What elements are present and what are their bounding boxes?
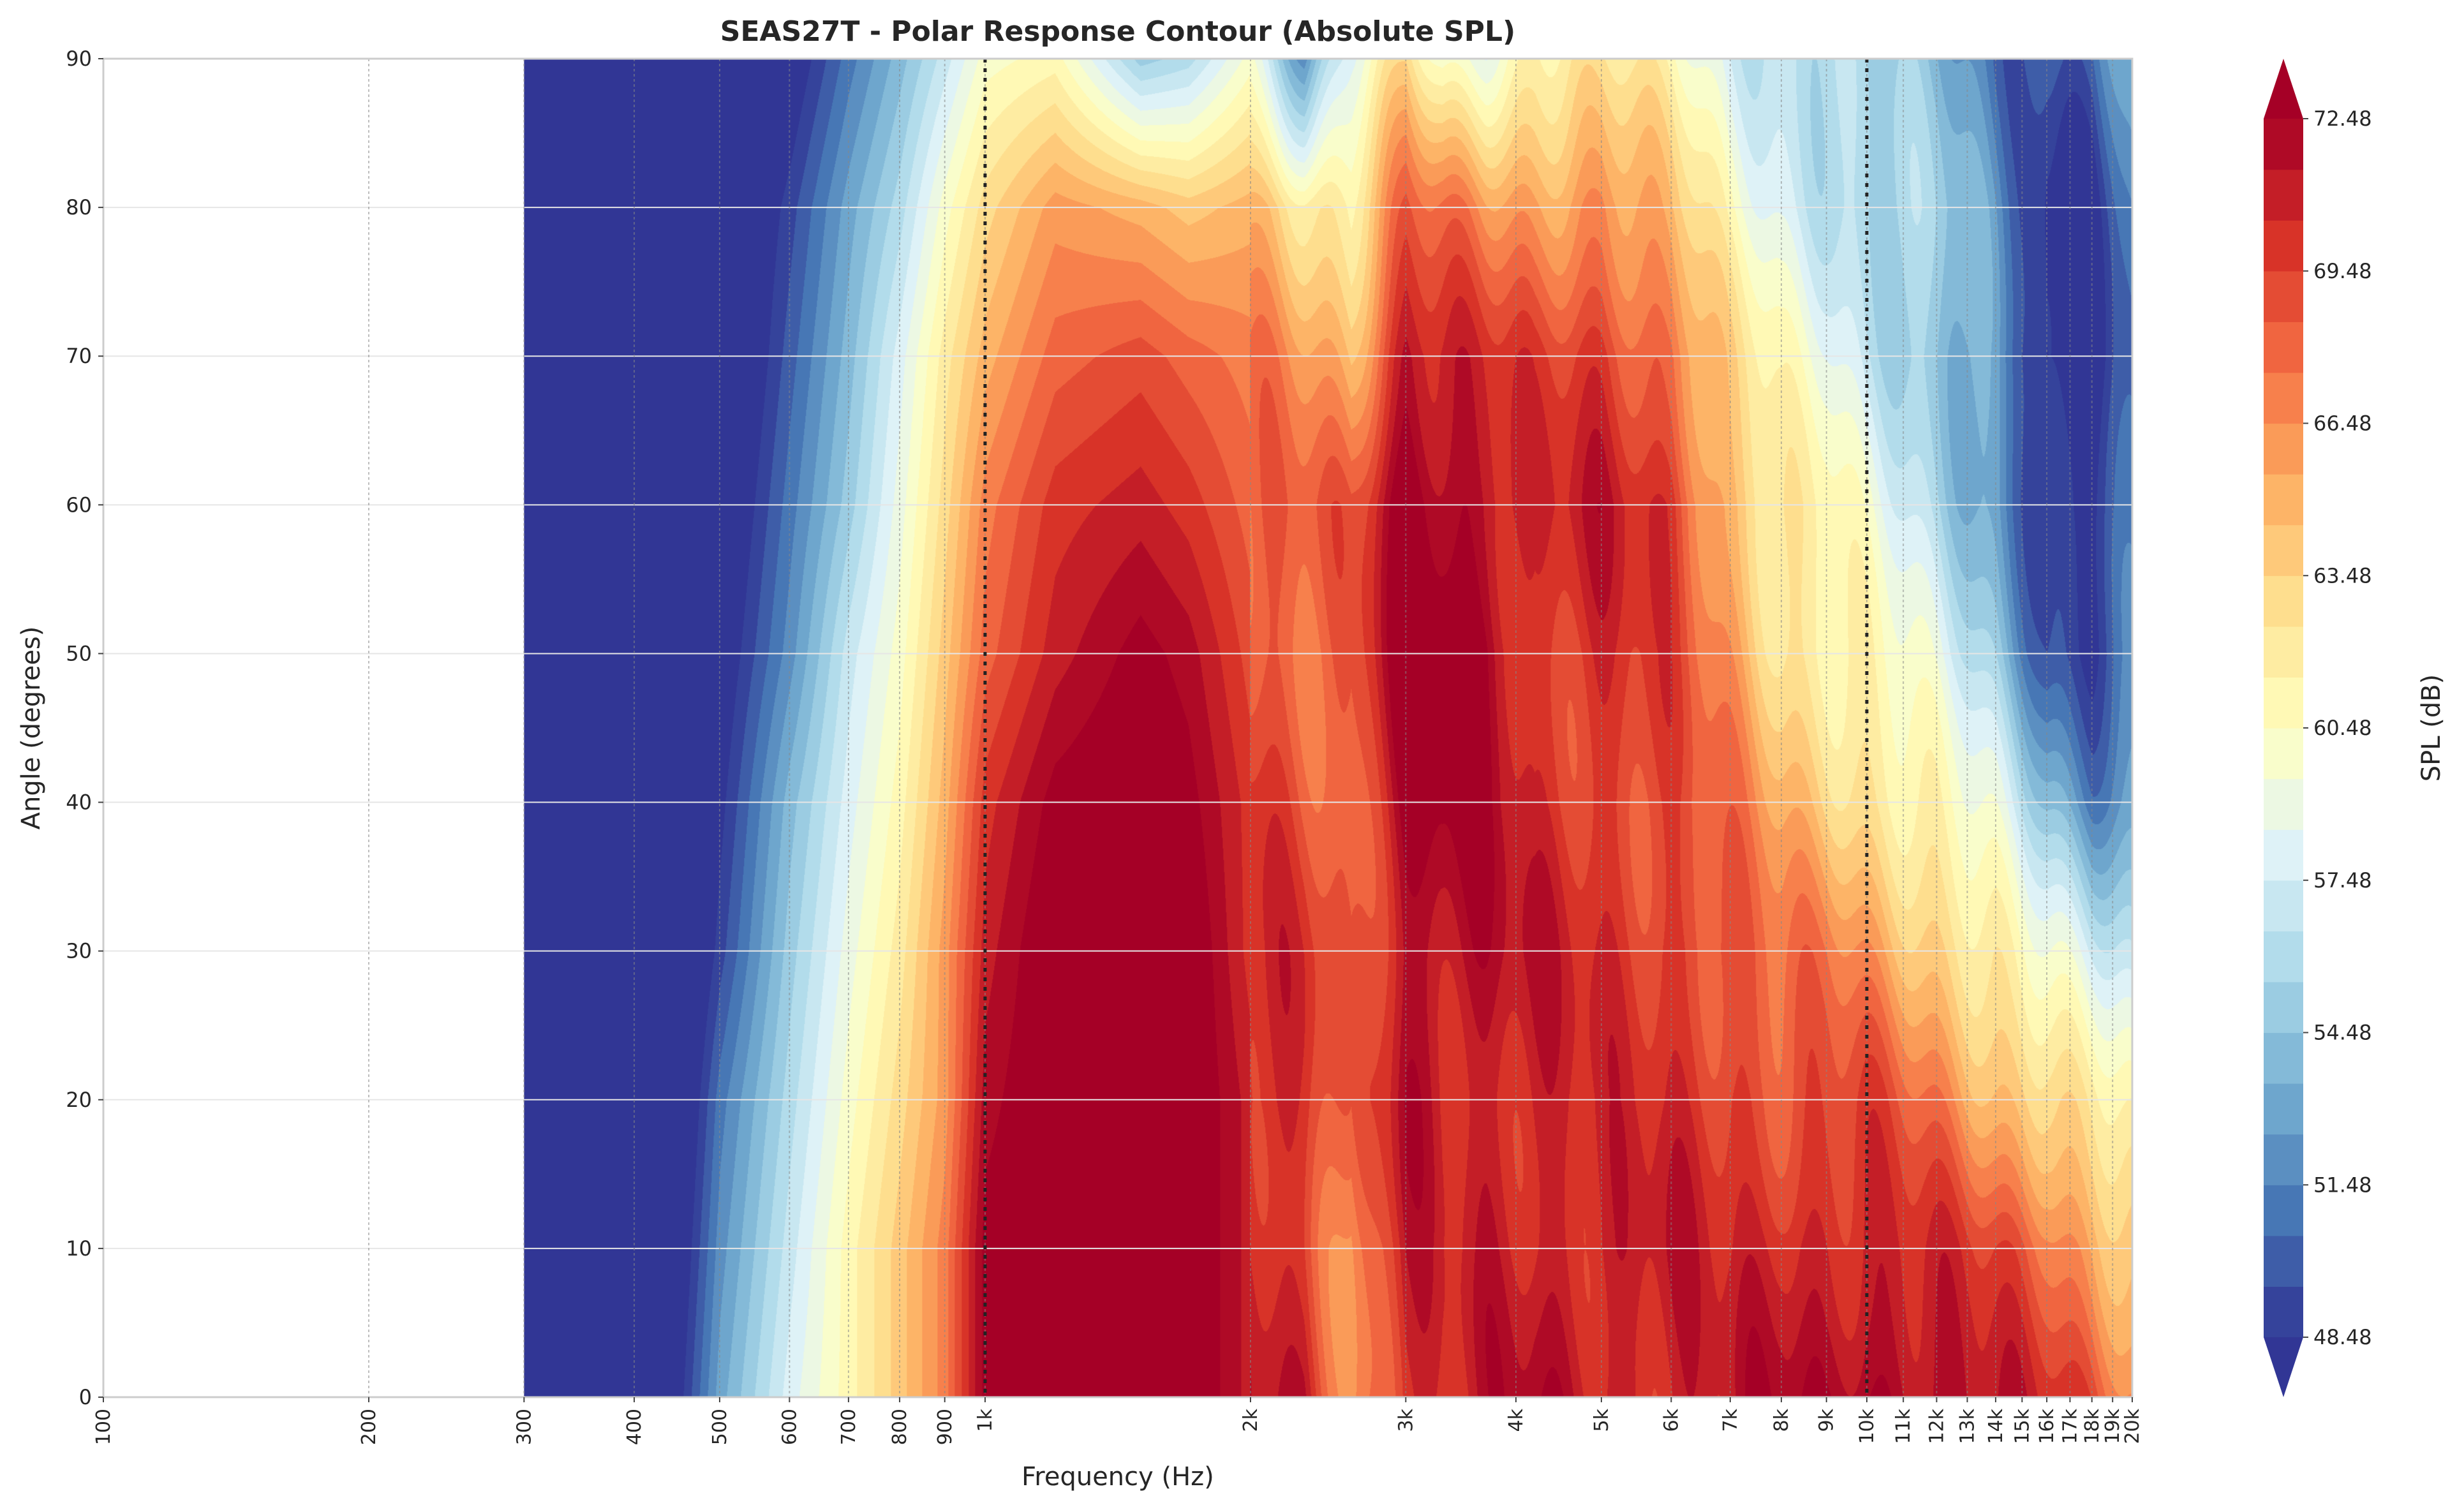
colorbar-segment [2264,677,2303,729]
y-tick-label: 10 [66,1236,92,1261]
colorbar-segment [2264,1286,2303,1338]
y-tick-label: 80 [66,195,92,219]
x-tick-label: 7k [1719,1408,1742,1432]
y-tick-label: 40 [66,790,92,815]
x-tick-label: 17k [2059,1408,2081,1444]
y-tick-label: 50 [66,641,92,665]
colorbar-tick-label: 54.48 [2313,1021,2372,1045]
colorbar-segment [2264,119,2303,170]
colorbar-extend-max [2264,59,2303,119]
colorbar-segment [2264,474,2303,526]
y-tick-label: 90 [66,47,92,71]
colorbar-segment [2264,1032,2303,1084]
y-axis-ticks: 0 10 20 30 40 50 60 70 80 90 [66,47,103,1409]
colorbar-tick-label: 66.48 [2313,411,2372,436]
x-tick-label: 6k [1660,1408,1682,1432]
colorbar-segment [2264,1134,2303,1185]
colorbar-segment [2264,372,2303,424]
x-tick-label: 14k [1985,1408,2007,1444]
spl-contour-image [524,59,2133,1397]
x-tick-label: 500 [709,1409,731,1445]
y-axis-label: Angle (degrees) [17,626,46,830]
colorbar-segment [2264,169,2303,221]
colorbar-tick-label: 60.48 [2313,716,2372,740]
chart-title: SEAS27T - Polar Response Contour (Absolu… [720,15,1515,48]
x-tick-label: 600 [778,1409,801,1445]
colorbar: 48.48 51.48 54.48 57.48 60.48 63.48 66.48 69.48… [2264,59,2372,1397]
x-tick-label: 3k [1395,1408,1417,1432]
grid-lines [103,58,2133,1398]
x-tick-label: 200 [358,1409,380,1445]
x-tick-label: 400 [623,1409,646,1445]
colorbar-segment [2264,423,2303,475]
colorbar-segment [2264,778,2303,830]
x-tick-label: 11k [1892,1408,1915,1444]
x-tick-label: 13k [1956,1408,1978,1444]
x-tick-label: 8k [1770,1408,1793,1432]
y-tick-label: 30 [66,939,92,963]
x-axis-label: Frequency (Hz) [1021,1462,1214,1492]
colorbar-segment [2264,880,2303,931]
colorbar-segment [2264,626,2303,678]
x-tick-label: 18k [2081,1408,2104,1444]
x-tick-label: 12k [1926,1408,1948,1444]
colorbar-segment [2264,981,2303,1034]
colorbar-extend-min [2264,1337,2303,1397]
colorbar-segment [2264,322,2303,373]
colorbar-segment [2264,829,2303,881]
y-tick-label: 0 [79,1385,92,1409]
x-tick-label: 20k [2121,1408,2144,1444]
colorbar-tick-label: 63.48 [2313,563,2372,588]
x-tick-label: 19k [2102,1408,2124,1444]
x-tick-label: 5k [1591,1408,1613,1432]
x-tick-label: 16k [2036,1408,2058,1444]
x-axis-ticks: 100 200 300 400 500 600 700 800 900 1k 2k 3k 4k 5k 6k 7… [93,1397,2144,1445]
contour-fill [524,59,2133,1397]
colorbar-segment [2264,728,2303,780]
plot-frame [102,57,2134,1398]
x-tick-label: 1k [974,1408,997,1432]
colorbar-label: SPL (dB) [2417,674,2446,782]
colorbar-segment [2264,1083,2303,1135]
x-tick-label: 300 [513,1409,535,1445]
colorbar-segment [2264,1235,2303,1287]
colorbar-tick-label: 51.48 [2313,1173,2372,1197]
colorbar-segment [2264,271,2303,322]
x-tick-label: 700 [838,1409,860,1445]
colorbar-segment [2264,524,2303,576]
y-tick-label: 60 [66,493,92,517]
colorbar-tick-label: 69.48 [2313,259,2372,283]
x-tick-label: 100 [93,1409,115,1445]
x-tick-label: 10k [1856,1408,1878,1444]
colorbar-segment [2264,1185,2303,1236]
x-tick-label: 800 [889,1409,911,1445]
y-tick-label: 20 [66,1088,92,1112]
y-tick-label: 70 [66,344,92,368]
x-tick-label: 15k [2011,1408,2033,1444]
colorbar-segment [2264,575,2303,627]
x-tick-label: 4k [1505,1408,1527,1432]
colorbar-tick-label: 57.48 [2313,868,2372,893]
colorbar-tick-label: 72.48 [2313,107,2372,131]
x-tick-label: 2k [1240,1408,1262,1432]
colorbar-segment [2264,931,2303,982]
reference-lines [983,59,1869,1397]
colorbar-tick-label: 48.48 [2313,1325,2372,1349]
colorbar-segment [2264,220,2303,272]
x-tick-label: 900 [934,1409,956,1445]
x-tick-label: 9k [1816,1408,1838,1432]
